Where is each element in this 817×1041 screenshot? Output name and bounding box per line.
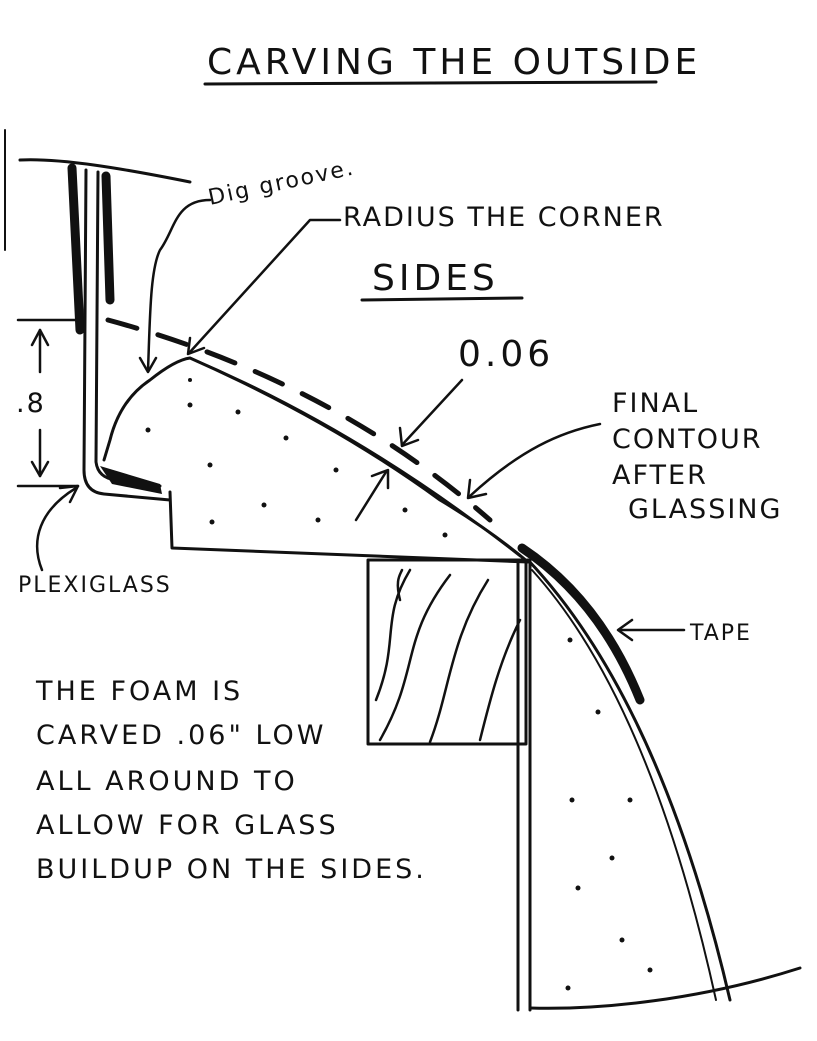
plexiglass-sheet xyxy=(82,168,172,502)
note-line-1: THE FOAM IS xyxy=(35,676,243,707)
final-contour-line-4: GLASSING xyxy=(628,494,782,525)
canopy-frame-outline xyxy=(18,158,192,184)
dimension-arrow-up xyxy=(30,328,50,347)
tape-band xyxy=(517,543,645,705)
final-contour-line-3: AFTER xyxy=(612,460,708,491)
section-label-sides: SIDES xyxy=(372,258,499,299)
wood-grain xyxy=(374,568,522,744)
foam-lower-dots xyxy=(565,637,653,991)
final-contour-line-1: FINAL xyxy=(612,388,699,419)
foam-lower-side-inner xyxy=(531,569,717,1001)
note-line-3: ALL AROUND TO xyxy=(36,766,298,797)
tape-label: TAPE xyxy=(689,621,752,646)
diagram-title: CARVING THE OUTSIDE xyxy=(207,42,701,83)
plexiglass-inner-strip xyxy=(67,163,85,335)
dimension-arrow-down xyxy=(30,460,50,478)
foam-upper-block xyxy=(102,356,530,564)
dig-groove-leader xyxy=(146,198,212,372)
foam-lower-side-outer xyxy=(526,558,732,1002)
sides-underline xyxy=(360,296,524,302)
radius-corner-leader xyxy=(188,218,342,354)
offset-leader-lower xyxy=(354,470,388,522)
title-underline xyxy=(203,80,658,86)
offset-leader-upper xyxy=(400,378,464,447)
final-contour-dashed-line xyxy=(105,317,493,523)
plexiglass-arrow xyxy=(58,484,80,504)
foam-lower-bottom xyxy=(528,966,802,1010)
offset-label: 0.06 xyxy=(458,334,554,375)
offset-arrow-lower xyxy=(370,468,390,490)
radius-corner-arrow xyxy=(186,336,206,356)
plexiglass-label: PLEXIGLASS xyxy=(18,573,172,598)
wood-block xyxy=(366,558,528,746)
final-contour-arrow xyxy=(466,478,488,500)
tape-arrow xyxy=(616,618,634,642)
dig-groove-label: Dig groove. xyxy=(206,155,357,210)
radius-corner-label: RADIUS THE CORNER xyxy=(343,202,665,233)
plexiglass-outer-strip xyxy=(101,171,115,305)
note-line-2: CARVED .06" LOW xyxy=(36,720,326,751)
groove-fill xyxy=(100,466,162,494)
final-contour-leader xyxy=(468,422,602,498)
offset-arrow-upper xyxy=(398,426,420,448)
final-contour-line-2: CONTOUR xyxy=(612,424,763,455)
carved-foam-contour xyxy=(188,356,522,558)
plexiglass-leader xyxy=(35,486,78,572)
note-line-4: ALLOW FOR GLASS xyxy=(36,810,339,841)
dimension-label: .8 xyxy=(16,388,46,419)
dig-groove-arrow xyxy=(138,356,158,374)
foam-texture-dots xyxy=(145,378,448,538)
note-line-5: BUILDUP ON THE SIDES. xyxy=(36,854,427,885)
